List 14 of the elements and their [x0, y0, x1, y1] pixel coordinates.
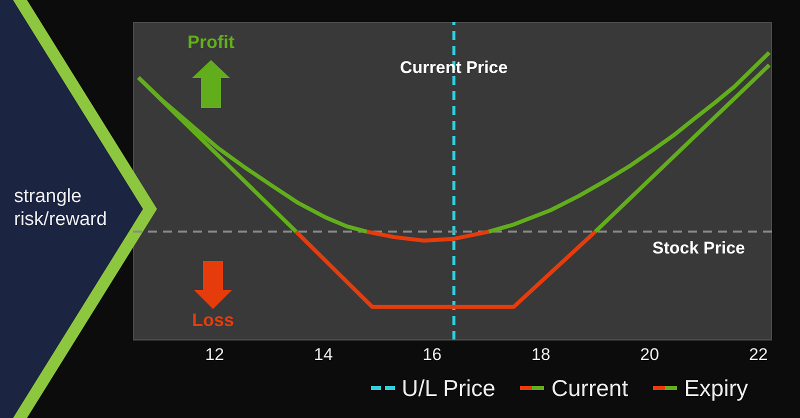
x-tick-label: 18 — [531, 345, 550, 364]
legend-label: Current — [551, 374, 628, 402]
x-tick-label: 22 — [748, 345, 768, 364]
text: strangle risk/reward — [14, 185, 108, 231]
x-tick-label: 20 — [640, 345, 660, 364]
ref-line-label: U/L Price — [402, 374, 496, 402]
x-tick-label: 14 — [314, 345, 333, 364]
text: Profit — [186, 31, 236, 53]
text: Loss — [190, 309, 235, 331]
annotation: Current Price — [400, 57, 508, 76]
x-tick-label: 12 — [205, 345, 224, 364]
legend-label: Expiry — [684, 374, 748, 402]
ref-line-label: Stock Price — [652, 238, 745, 258]
x-tick-label: 16 — [422, 345, 442, 364]
